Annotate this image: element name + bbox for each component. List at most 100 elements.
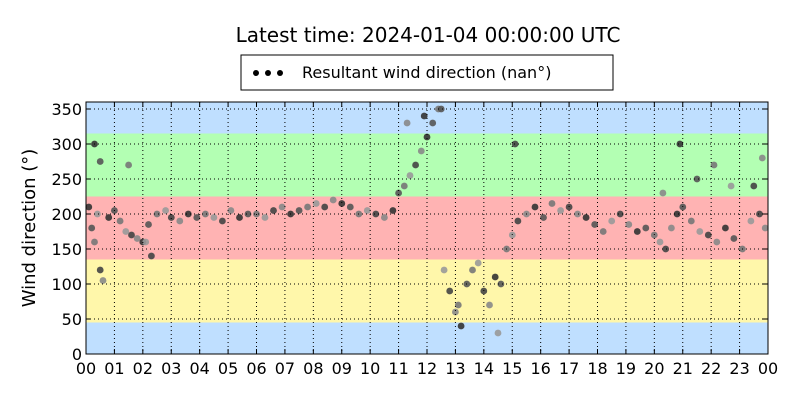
legend-box: [240, 54, 614, 91]
data-point: [668, 224, 675, 232]
x-tick-label: 23: [729, 359, 749, 378]
y-tick-label: 150: [51, 240, 82, 259]
data-point: [403, 119, 411, 127]
axis-ticks: [85, 102, 769, 355]
data-point: [162, 207, 170, 214]
data-point: [389, 207, 397, 214]
data-point: [346, 203, 354, 211]
data-point: [486, 301, 493, 309]
data-point: [633, 228, 641, 235]
x-tick-label: 18: [587, 359, 607, 378]
data-point: [662, 245, 670, 253]
data-point: [270, 207, 277, 214]
y-tick-label: 0: [72, 345, 82, 364]
data-point: [676, 140, 684, 148]
y-tick-label: 50: [62, 310, 82, 329]
y-tick-labels: 0 50 100 150 200 250 300 350: [51, 100, 82, 364]
data-point: [756, 210, 763, 218]
x-tick-label: 05: [218, 359, 238, 378]
x-tick-label: 22: [701, 359, 721, 378]
data-point: [85, 203, 93, 211]
x-tick-label: 14: [474, 359, 494, 378]
data-point: [514, 217, 522, 225]
x-tick-label: 10: [360, 359, 380, 378]
data-point: [417, 147, 425, 155]
data-point: [412, 161, 419, 169]
data-point: [574, 210, 581, 218]
x-tick-label: 20: [644, 359, 664, 378]
data-point: [295, 207, 303, 214]
data-point: [142, 238, 150, 246]
data-point: [713, 238, 721, 246]
data-point: [381, 214, 388, 221]
data-point: [761, 224, 769, 232]
y-tick-label: 250: [51, 170, 82, 189]
data-point: [105, 214, 113, 221]
data-point: [693, 175, 701, 183]
y-tick-label: 350: [51, 100, 82, 119]
x-tick-label: 08: [303, 359, 323, 378]
data-point: [616, 210, 624, 218]
data-point: [457, 322, 465, 330]
x-tick-label: 19: [616, 359, 636, 378]
data-point: [750, 182, 758, 190]
data-point: [219, 217, 226, 225]
x-tick-label: 07: [275, 359, 295, 378]
data-point: [122, 228, 130, 235]
data-point: [338, 200, 346, 207]
data-point: [96, 158, 104, 165]
x-tick-label: 03: [161, 359, 181, 378]
data-point: [548, 200, 556, 207]
legend: Resultant wind direction (nan°): [240, 54, 614, 91]
data-point: [608, 217, 616, 225]
data-point: [540, 214, 547, 221]
data-point: [94, 210, 101, 218]
y-tick-label: 200: [51, 205, 82, 224]
x-tick-label: 11: [388, 359, 408, 378]
x-tick-label: 00: [758, 359, 778, 378]
data-point: [497, 280, 505, 288]
data-point: [494, 329, 502, 337]
data-point: [128, 231, 135, 239]
data-point: [474, 259, 482, 267]
grid-lines: [86, 102, 768, 354]
legend-marker: [277, 70, 283, 76]
data-point: [312, 200, 320, 207]
data-point: [423, 133, 431, 141]
x-tick-label: 21: [673, 359, 693, 378]
data-point: [642, 224, 650, 232]
x-tick-label: 04: [189, 359, 209, 378]
data-point: [125, 161, 132, 169]
data-point: [722, 224, 729, 232]
x-tick-label: 12: [417, 359, 437, 378]
data-point: [278, 203, 286, 211]
x-tick-label: 13: [445, 359, 465, 378]
chart-title: Latest time: 2024-01-04 00:00:00 UTC: [236, 23, 621, 47]
data-point: [710, 161, 718, 169]
data-point: [511, 140, 519, 148]
data-point: [625, 221, 633, 228]
data-point: [469, 266, 476, 274]
data-point: [656, 238, 664, 246]
data-point: [363, 207, 371, 214]
data-point: [304, 203, 311, 211]
x-tick-label: 17: [559, 359, 579, 378]
data-point: [96, 266, 104, 274]
x-tick-label: 16: [530, 359, 550, 378]
data-point: [582, 214, 590, 221]
data-point: [599, 228, 607, 235]
data-point: [116, 217, 124, 225]
x-tick-label: 01: [104, 359, 124, 378]
data-point: [244, 210, 252, 218]
data-point: [659, 189, 667, 197]
x-tick-label: 02: [133, 359, 153, 378]
y-axis-label: Wind direction (°): [19, 149, 40, 308]
data-point: [591, 221, 599, 228]
data-point: [747, 217, 755, 225]
data-point: [406, 172, 414, 179]
data-point: [452, 308, 459, 316]
data-point: [176, 217, 184, 225]
data-point: [227, 207, 235, 214]
data-point: [210, 214, 218, 221]
